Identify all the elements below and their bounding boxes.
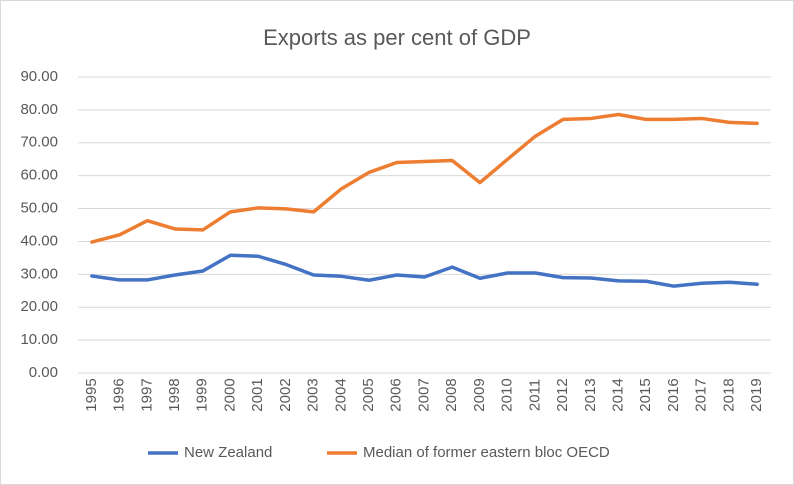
y-tick-label: 30.00 bbox=[20, 265, 58, 282]
x-tick-label: 2006 bbox=[388, 378, 405, 411]
x-tick-label: 1998 bbox=[166, 378, 183, 411]
x-tick-label: 2013 bbox=[582, 378, 599, 411]
y-tick-label: 0.00 bbox=[29, 364, 58, 381]
x-tick-label: 2015 bbox=[637, 378, 654, 411]
x-tick-label: 2014 bbox=[610, 378, 627, 411]
x-tick-label: 2018 bbox=[720, 378, 737, 411]
y-tick-label: 40.00 bbox=[20, 232, 58, 249]
y-tick-label: 10.00 bbox=[20, 331, 58, 348]
x-tick-label: 2016 bbox=[665, 378, 682, 411]
x-tick-label: 2017 bbox=[693, 378, 710, 411]
series-line bbox=[90, 112, 759, 244]
x-tick-label: 1996 bbox=[111, 378, 128, 411]
x-tick-label: 2019 bbox=[748, 378, 765, 411]
y-tick-label: 60.00 bbox=[20, 167, 58, 184]
chart-title: Exports as per cent of GDP bbox=[263, 25, 531, 50]
series-line bbox=[90, 253, 759, 288]
x-tick-label: 2004 bbox=[332, 378, 349, 411]
x-tick-label: 2003 bbox=[305, 378, 322, 411]
x-tick-label: 2008 bbox=[443, 378, 460, 411]
x-tick-label: 2010 bbox=[499, 378, 516, 411]
y-tick-label: 70.00 bbox=[20, 134, 58, 151]
y-tick-label: 90.00 bbox=[20, 68, 58, 85]
x-tick-label: 2009 bbox=[471, 378, 488, 411]
x-tick-label: 2002 bbox=[277, 378, 294, 411]
x-tick-label: 1999 bbox=[194, 378, 211, 411]
legend-label: New Zealand bbox=[184, 444, 272, 461]
x-tick-label: 2007 bbox=[415, 378, 432, 411]
x-tick-label: 2005 bbox=[360, 378, 377, 411]
x-tick-label: 2000 bbox=[221, 378, 238, 411]
x-tick-label: 1995 bbox=[83, 378, 100, 411]
x-tick-label: 2011 bbox=[526, 379, 543, 411]
x-tick-label: 2012 bbox=[554, 378, 571, 411]
legend-label: Median of former eastern bloc OECD bbox=[363, 444, 610, 461]
y-tick-label: 20.00 bbox=[20, 298, 58, 315]
x-tick-label: 1997 bbox=[138, 378, 155, 411]
x-tick-label: 2001 bbox=[249, 378, 266, 411]
y-tick-label: 50.00 bbox=[20, 200, 58, 217]
y-tick-label: 80.00 bbox=[20, 101, 58, 118]
